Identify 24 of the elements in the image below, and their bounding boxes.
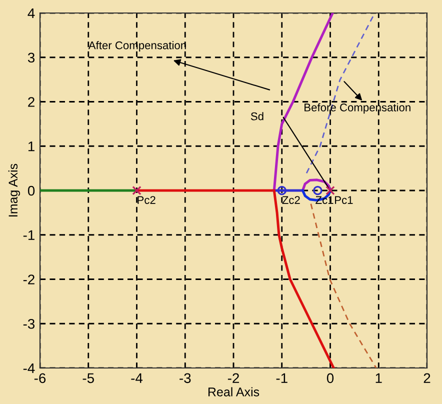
annotation: After Compensation — [88, 41, 186, 52]
annotation: Pc1 — [335, 196, 353, 204]
x-tick-label: -2 — [228, 373, 239, 383]
y-axis-title: Imag Axis — [8, 164, 20, 216]
annotation: Pc2 — [138, 196, 156, 204]
y-tick-label: 4 — [28, 8, 35, 18]
y-tick-label: -1 — [23, 230, 34, 240]
annotation: Sd — [250, 112, 264, 120]
y-tick-label: 1 — [28, 142, 34, 152]
y-tick-label: 2 — [28, 97, 34, 107]
x-tick-label: -3 — [180, 373, 191, 384]
x-tick-label: -5 — [82, 373, 94, 384]
x-tick-label: -4 — [131, 373, 143, 383]
x-tick-label: -1 — [276, 373, 288, 383]
x-tick-label: 2 — [424, 373, 430, 383]
x-tick-label: -6 — [34, 373, 46, 384]
y-tick-label: 0 — [28, 186, 35, 196]
y-tick-label: -2 — [23, 274, 34, 284]
x-tick-label: 1 — [376, 373, 382, 383]
x-tick-label: 0 — [326, 373, 334, 384]
y-tick-label: -4 — [23, 363, 35, 374]
y-tick-label: 3 — [28, 52, 35, 63]
x-axis-title: Real Axis — [208, 387, 260, 396]
y-tick-label: -3 — [23, 318, 35, 329]
